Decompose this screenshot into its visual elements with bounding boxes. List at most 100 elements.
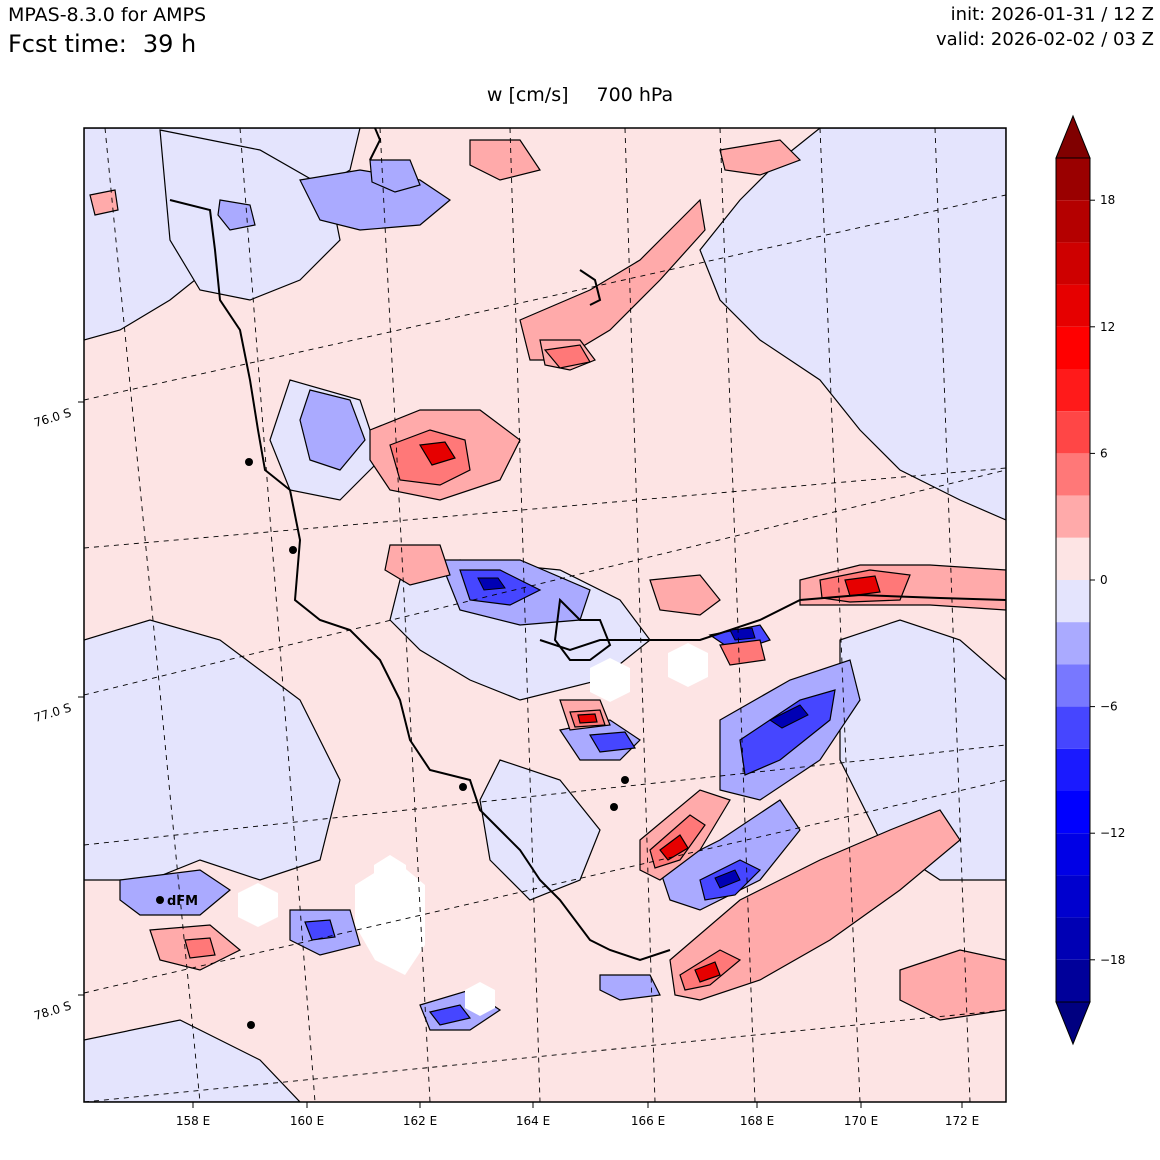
forecast-time-label: Fcst time:: [8, 30, 127, 58]
lon-tick-label: 160 E: [290, 1114, 324, 1128]
parallel-76-5: [84, 467, 1006, 549]
colorbar-level: [1056, 537, 1090, 580]
red-peak-se: [694, 961, 721, 983]
mask-hex-6: [465, 982, 495, 1016]
model-name: MPAS-8.3.0 for AMPS: [8, 4, 207, 26]
blue-core-centre-2: [589, 731, 637, 753]
lat-tick-label: 76.0 S: [32, 405, 73, 430]
red-north-3: [719, 139, 802, 176]
latitude-ticks: 76.0 S 77.0 S 78.0 S: [32, 401, 84, 1023]
blue-diag-2: [659, 799, 801, 911]
mask-hex-2: [668, 643, 708, 687]
colorbar-tick-label: −12: [1100, 826, 1125, 840]
mask-hex-4: [355, 860, 425, 975]
station-dot: [245, 458, 253, 466]
lon-tick-label: 166 E: [631, 1114, 665, 1128]
parallel-76: [84, 194, 1006, 401]
colorbar-level: [1056, 495, 1090, 538]
init-time: init: 2026-01-31 / 12 Z: [950, 4, 1154, 25]
red-centre-east: [649, 574, 721, 616]
colorbar-level: [1056, 580, 1090, 623]
colorbar-level: [1056, 664, 1090, 707]
lon-tick-label: 158 E: [176, 1114, 210, 1128]
meridian-160: [239, 128, 316, 1102]
colorbar-tick-label: 12: [1100, 320, 1115, 334]
mask-hex-3: [238, 883, 278, 927]
blue-west-1: [119, 869, 232, 916]
colorbar-extension-max: [1055, 114, 1091, 159]
coast-ross: [539, 593, 1006, 652]
red-centre-west: [384, 544, 451, 586]
station-dot: [610, 803, 618, 811]
colorbar-tick-label: 18: [1100, 193, 1115, 207]
region-south: [479, 759, 601, 901]
colorbar-level: [1056, 200, 1090, 243]
strong-downward-cores: [477, 577, 809, 889]
red-peak-east: [844, 575, 881, 597]
meridian-172: [934, 128, 971, 1102]
parallel-78: [84, 779, 1006, 994]
lon-tick-label: 162 E: [403, 1114, 437, 1128]
meridian-158: [104, 128, 201, 1102]
blue-core-west: [304, 919, 336, 941]
parallel-78-5: [84, 1009, 1006, 1102]
meridian-162: [379, 128, 431, 1102]
red-far-east: [899, 949, 1006, 1021]
longitude-ticks: 158 E 160 E 162 E 164 E 166 E 168 E 170 E 172 E: [176, 1102, 979, 1128]
parallel-77: [84, 469, 1006, 696]
red-peak-mid: [419, 441, 456, 466]
lon-tick-label: 168 E: [740, 1114, 774, 1128]
coastlines: [169, 128, 1006, 962]
blue-peak-east: [729, 627, 756, 641]
blue-peak-diag: [769, 704, 809, 729]
red-core-ne: [719, 639, 766, 666]
region-west-mid: [84, 619, 341, 881]
station-dot: [156, 896, 164, 904]
meridian-164: [509, 128, 541, 1102]
strong-upward-regions: [419, 441, 881, 983]
valid-time: valid: 2026-02-02 / 03 Z: [936, 29, 1154, 50]
blue-mid-west: [299, 389, 366, 471]
map-frame: [83, 127, 1007, 1103]
station-dot: [247, 1021, 255, 1029]
colorbar: 18 12 6 0 −12 −18 −6: [1055, 114, 1125, 1046]
mask-hex-1: [590, 658, 630, 702]
terrain-mask: [238, 643, 708, 1016]
lat-tick-label: 78.0 S: [32, 998, 73, 1023]
colorbar-level: [1056, 369, 1090, 412]
colorbar-level: [1056, 875, 1090, 918]
colorbar-level: [1056, 411, 1090, 454]
lon-tick-label: 172 E: [945, 1114, 979, 1128]
station-label: dFM: [167, 894, 198, 909]
field-level: 700 hPa: [596, 84, 674, 106]
colorbar-level: [1056, 706, 1090, 749]
colorbar-level: [1056, 284, 1090, 327]
colorbar-level: [1056, 326, 1090, 369]
map-field: dFM: [84, 128, 1006, 1102]
region-south-east: [839, 619, 1006, 881]
meridian-170: [819, 128, 861, 1102]
region-south-west: [84, 1019, 301, 1102]
graticule: [84, 128, 1006, 1102]
colorbar-tick-label: −18: [1100, 953, 1125, 967]
station-dot: [289, 546, 297, 554]
coast-mainland-top: [369, 128, 382, 161]
meridian-166: [624, 128, 656, 1102]
colorbar-extension-min: [1055, 1001, 1091, 1046]
red-nw-small: [89, 189, 119, 216]
colorbar-tick-label: 0: [1100, 573, 1108, 587]
blue-nw-small: [217, 199, 256, 231]
colorbar-level: [1056, 791, 1090, 834]
stations: [156, 458, 629, 1029]
colorbar-tick-label: −6: [1100, 700, 1118, 714]
forecast-time: Fcst time: 39 h: [8, 30, 196, 58]
colorbar-level: [1056, 833, 1090, 876]
colorbar-level: [1056, 959, 1090, 1002]
blue-core-diag: [739, 689, 836, 776]
coast-island: [553, 597, 612, 661]
colorbar-level: [1056, 917, 1090, 960]
colorbar-tick-label: 6: [1100, 446, 1108, 460]
coast-peninsula: [579, 269, 602, 306]
red-core-north: [543, 344, 591, 369]
